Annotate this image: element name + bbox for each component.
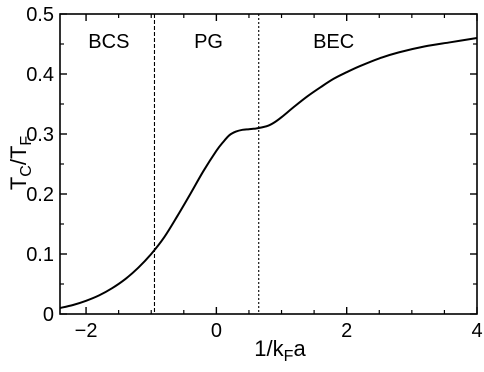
tick-labels: −2 0 2 4 0 0.1 0.2 0.3 0.4 0.5	[26, 4, 482, 342]
region-dividers	[153, 14, 260, 314]
y-tick-label: 0	[43, 304, 54, 326]
y-tick-label: 0.3	[26, 124, 54, 146]
x-tick-label: 0	[211, 320, 222, 342]
region-label: BCS	[88, 31, 129, 53]
x-tick-label: −2	[75, 320, 98, 342]
region-label: PG	[194, 31, 223, 53]
x-axis-label: 1/kFa	[254, 336, 306, 365]
x-tick-label: 2	[341, 320, 352, 342]
y-tick-label: 0.5	[26, 4, 54, 26]
tc-curve	[59, 37, 478, 309]
y-tick-label: 0.4	[26, 64, 54, 86]
y-axis-label: TC/TF	[6, 136, 35, 191]
plot-frame	[59, 13, 478, 315]
y-tick-label: 0.1	[26, 244, 54, 266]
region-label: BEC	[313, 31, 354, 53]
axis-ticks	[60, 13, 478, 315]
x-tick-label: 4	[471, 320, 482, 342]
y-tick-label: 0.2	[26, 184, 54, 206]
region-labels: BCS PG BEC	[88, 31, 354, 53]
